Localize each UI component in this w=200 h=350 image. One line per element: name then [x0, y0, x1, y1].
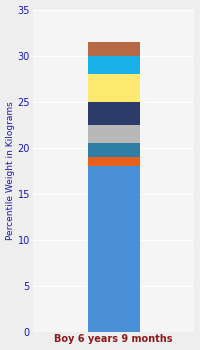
Bar	[88, 157, 140, 166]
Bar	[88, 56, 140, 74]
Bar	[88, 42, 140, 56]
Bar	[88, 166, 140, 332]
Y-axis label: Percentile Weight in Kilograms: Percentile Weight in Kilograms	[6, 101, 15, 240]
Bar	[88, 125, 140, 143]
Bar	[88, 143, 140, 157]
Bar	[88, 74, 140, 101]
Bar	[88, 102, 140, 125]
